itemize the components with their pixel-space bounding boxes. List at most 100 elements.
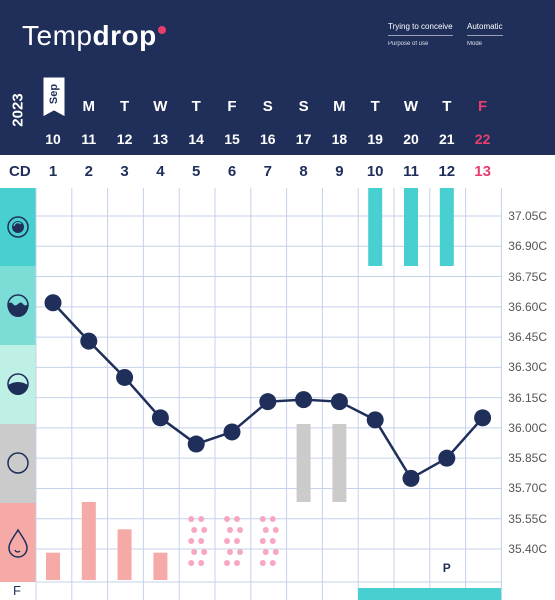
row-f-label: F [13,583,21,598]
spotting-dot [272,549,279,555]
fertile-window-bar [358,588,501,600]
temperature-point [366,411,384,429]
temperature-point [330,393,348,411]
fertile-high-bar [404,188,418,266]
brand-logo: Tempdrop [22,20,166,52]
spotting-dot [234,516,240,522]
drop-icon [157,26,166,34]
period-flow-bar [46,552,60,580]
cycle-day-number: 12 [438,163,456,180]
temperature-line [52,301,484,481]
cycle-day-number: 2 [84,163,93,180]
spotting-dot [198,560,205,566]
y-tick-label: 35.85C [508,451,547,466]
day-of-week-label: T [120,98,130,115]
date-label[interactable]: 16 [260,131,276,147]
spotting-dot [227,549,233,555]
date-label[interactable]: 11 [81,131,97,147]
brand-suffix: drop [92,20,157,51]
spotting-dot [224,560,230,566]
period-flow-bar [117,529,132,580]
spotting-dot [237,549,243,555]
spotting-dot [262,527,269,533]
spotting-dot [191,549,198,555]
period-flow-bar [81,502,96,580]
spotting-dot [234,538,240,544]
date-label[interactable]: 20 [403,131,419,147]
cervical-mucus-watery-icon [7,294,29,317]
spotting-dot [198,538,205,544]
spotting-dot [191,527,198,533]
fertile-high-bar [368,188,383,266]
date-label[interactable]: 13 [152,131,169,147]
day-of-week-label: F [227,98,237,115]
date-label[interactable]: 12 [116,131,133,147]
period-flow-bar [153,552,168,580]
temperature-point [295,391,313,409]
spotting-dot [224,538,230,544]
date-label[interactable]: 15 [224,131,240,147]
purpose-label: Purpose of use [388,41,429,47]
temperature-point [402,469,420,487]
day-of-week-label: M [333,98,346,115]
spotting-dot [201,527,208,533]
spotting-dot [262,549,269,555]
spotting-dot [234,560,240,566]
cycle-day-number: 4 [156,163,165,180]
date-label[interactable]: 22 [474,131,491,147]
spotting-dot [201,549,208,555]
day-of-week-label: W [403,98,419,115]
date-label[interactable]: 17 [295,131,312,147]
side-row-creamy [0,345,36,424]
month-tag: Sep [42,76,66,118]
y-tick-label: 36.15C [508,390,547,405]
day-of-week-label: S [262,98,273,115]
side-row-period [0,503,36,582]
cycle-day-number: 7 [263,163,272,180]
purpose-setting[interactable]: Trying to conceive Purpose of use [388,22,453,47]
temperature-point [474,409,492,427]
cycle-day-number: 8 [299,163,308,180]
cervical-mucus-dry-icon [7,452,29,474]
cycle-day-number: 1 [48,163,58,180]
day-of-week-label: W [153,98,168,115]
spotting-dot [259,538,266,544]
day-of-week-label: F [478,98,488,115]
y-tick-label: 36.45C [508,330,547,345]
y-tick-label: 36.90C [508,239,547,254]
date-label[interactable]: 18 [331,131,348,147]
day-of-week-label: M [82,98,96,115]
y-tick-label: 37.05C [508,209,547,223]
temperature-point [116,368,134,386]
spotting-dot [259,560,266,566]
temperature-point [44,294,62,312]
spotting-dot [269,516,276,522]
temperature-point [151,409,169,427]
menstruation-drop-icon [8,528,28,558]
cycle-day-number: 13 [474,163,491,180]
dry-day-bar [296,424,311,502]
date-label[interactable]: 19 [367,131,383,147]
spotting-dot [188,560,195,566]
y-tick-label: 36.00C [508,420,547,435]
date-label[interactable]: 14 [188,131,204,147]
date-label[interactable]: 21 [439,131,455,147]
temperature-point [223,423,241,441]
fertile-high-bar [439,188,454,266]
spotting-dot [269,560,276,566]
cycle-day-number: 5 [192,163,201,180]
mode-setting[interactable]: Automatic Mode [467,22,503,47]
day-of-week-label: T [442,98,452,115]
cycle-day-number: 10 [366,163,384,180]
temperature-point [438,449,456,467]
spotting-dot [272,527,279,533]
p-marker: P [443,561,451,575]
cycle-day-row [0,155,555,187]
day-of-week-label: S [298,98,309,115]
spotting-dot [237,527,243,533]
date-label[interactable]: 10 [45,131,61,147]
y-tick-label: 36.60C [508,299,547,314]
spotting-dot [269,538,276,544]
y-tick-label: 36.75C [508,269,547,284]
